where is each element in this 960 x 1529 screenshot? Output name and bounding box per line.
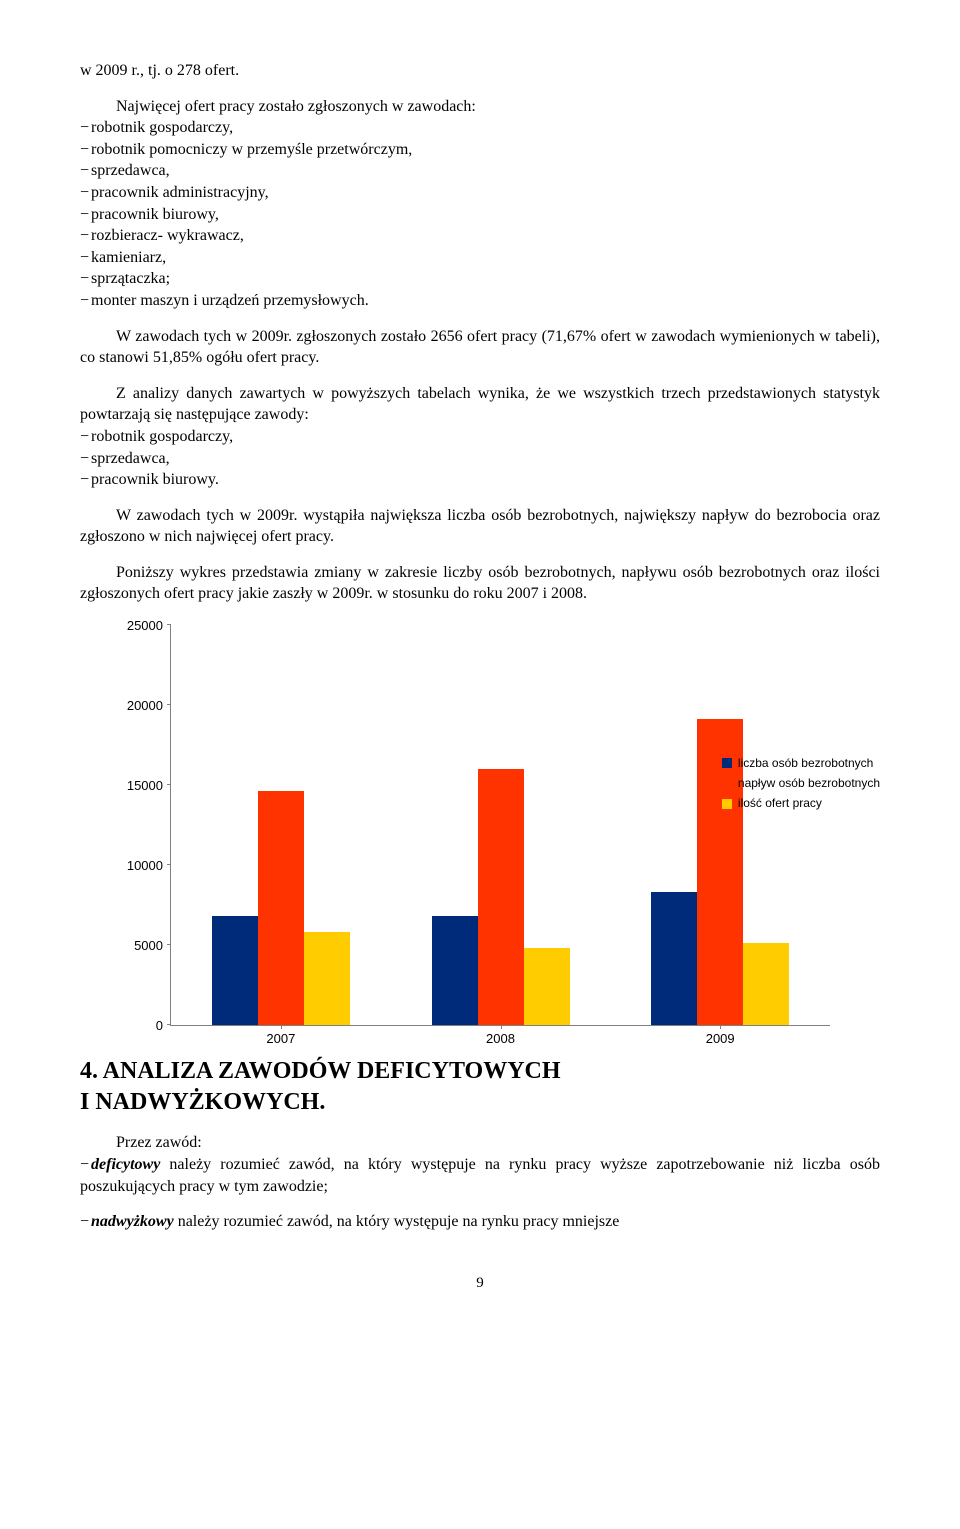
chart-bar	[651, 892, 697, 1025]
definition-deficytowy-text: należy rozumieć zawód, na który występuj…	[80, 1156, 880, 1195]
paragraph-list-intro: Najwięcej ofert pracy zostało zgłoszonyc…	[80, 96, 880, 118]
chart-bar	[212, 916, 258, 1025]
definition-deficytowy-label: deficytowy	[91, 1156, 160, 1173]
list-item: robotnik pomocniczy w przemyśle przetwór…	[80, 139, 880, 161]
list-item: pracownik biurowy,	[80, 204, 880, 226]
section-heading-line2: I NADWYŻKOWYCH.	[80, 1089, 325, 1115]
x-axis-tick-label: 2008	[391, 1030, 611, 1048]
chart-bar	[258, 791, 304, 1025]
list-item: robotnik gospodarczy,	[80, 117, 880, 139]
paragraph-after-list1: W zawodach tych w 2009r. zgłoszonych zos…	[80, 326, 880, 369]
definition-nadwyzkowy-text: należy rozumieć zawód, na który występuj…	[174, 1213, 620, 1230]
occupation-list-2: robotnik gospodarczy,sprzedawca,pracowni…	[80, 426, 880, 491]
y-axis-tick-label: 5000	[111, 936, 163, 954]
list-item: sprzątaczka;	[80, 268, 880, 290]
chart-bar	[478, 769, 524, 1025]
list-item: kamieniarz,	[80, 247, 880, 269]
list-item: sprzedawca,	[80, 160, 880, 182]
chart-bar	[524, 948, 570, 1025]
chart-bar	[304, 932, 350, 1025]
legend-swatch	[722, 799, 732, 809]
list-item: robotnik gospodarczy,	[80, 426, 880, 448]
definition-nadwyzkowy: nadwyżkowy należy rozumieć zawód, na któ…	[80, 1211, 880, 1233]
paragraph-chart-intro: Poniższy wykres przedstawia zmiany w zak…	[80, 562, 880, 605]
chart-bar	[432, 916, 478, 1025]
x-axis-tick-label: 2007	[171, 1030, 391, 1048]
legend-item: liczba osób bezrobotnych	[722, 755, 880, 771]
section-heading: 4. ANALIZA ZAWODÓW DEFICYTOWYCH I NADWYŻ…	[80, 1056, 880, 1118]
definition-deficytowy: deficytowy należy rozumieć zawód, na któ…	[80, 1154, 880, 1197]
y-axis-tick-label: 0	[111, 1016, 163, 1034]
paragraph-intro: w 2009 r., tj. o 278 ofert.	[80, 60, 880, 82]
list-item: pracownik administracyjny,	[80, 182, 880, 204]
page-number: 9	[80, 1273, 880, 1293]
definition-nadwyzkowy-label: nadwyżkowy	[91, 1213, 174, 1230]
chart-bar-group: 2008	[391, 625, 611, 1025]
paragraph-analysis-intro: Z analizy danych zawartych w powyższych …	[80, 383, 880, 426]
legend-label: napływ osób bezrobotnych	[738, 775, 880, 791]
legend-item: napływ osób bezrobotnych	[722, 775, 880, 791]
section-heading-line1: 4. ANALIZA ZAWODÓW DEFICYTOWYCH	[80, 1058, 561, 1084]
y-axis-tick-label: 10000	[111, 856, 163, 874]
legend-label: liczba osób bezrobotnych	[738, 755, 873, 771]
y-axis-tick-label: 25000	[111, 616, 163, 634]
y-axis-tick-label: 15000	[111, 776, 163, 794]
chart-legend: liczba osób bezrobotnych napływ osób bezr…	[722, 755, 880, 816]
list-item: pracownik biurowy.	[80, 469, 880, 491]
list-item: monter maszyn i urządzeń przemysłowych.	[80, 290, 880, 312]
chart-bar-group: 2009	[610, 625, 830, 1025]
list-item: sprzedawca,	[80, 448, 880, 470]
occupation-list-1: robotnik gospodarczy,robotnik pomocniczy…	[80, 117, 880, 311]
bar-chart: 200720082009 0500010000150002000025000 l…	[110, 625, 880, 1026]
chart-bar	[743, 943, 789, 1025]
paragraph-after-list2: W zawodach tych w 2009r. wystąpiła najwi…	[80, 505, 880, 548]
y-axis-tick-label: 20000	[111, 696, 163, 714]
legend-swatch	[722, 778, 732, 788]
list-item: rozbieracz- wykrawacz,	[80, 225, 880, 247]
legend-item: ilość ofert pracy	[722, 795, 880, 811]
legend-swatch	[722, 758, 732, 768]
legend-label: ilość ofert pracy	[738, 795, 822, 811]
chart-bar-group: 2007	[171, 625, 391, 1025]
paragraph-przez-zawod: Przez zawód:	[80, 1132, 880, 1154]
x-axis-tick-label: 2009	[610, 1030, 830, 1048]
